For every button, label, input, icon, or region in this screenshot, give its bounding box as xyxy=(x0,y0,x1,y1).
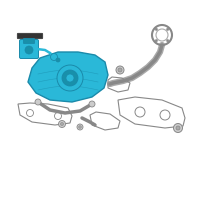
Circle shape xyxy=(155,39,158,42)
Circle shape xyxy=(166,28,169,31)
Circle shape xyxy=(62,70,78,86)
Circle shape xyxy=(57,65,83,91)
Circle shape xyxy=(89,101,95,107)
Circle shape xyxy=(155,28,158,31)
FancyBboxPatch shape xyxy=(17,33,43,39)
FancyBboxPatch shape xyxy=(24,38,35,44)
Circle shape xyxy=(116,66,124,74)
Circle shape xyxy=(50,53,58,60)
Circle shape xyxy=(60,122,64,126)
Circle shape xyxy=(25,46,33,54)
Circle shape xyxy=(118,68,122,72)
Circle shape xyxy=(56,58,60,62)
Circle shape xyxy=(58,120,66,128)
Circle shape xyxy=(79,126,81,128)
Circle shape xyxy=(66,74,74,82)
Polygon shape xyxy=(28,52,108,102)
Circle shape xyxy=(174,123,182,132)
Circle shape xyxy=(35,99,41,105)
FancyBboxPatch shape xyxy=(20,40,38,58)
Circle shape xyxy=(166,39,169,42)
Circle shape xyxy=(176,126,180,130)
Circle shape xyxy=(77,124,83,130)
